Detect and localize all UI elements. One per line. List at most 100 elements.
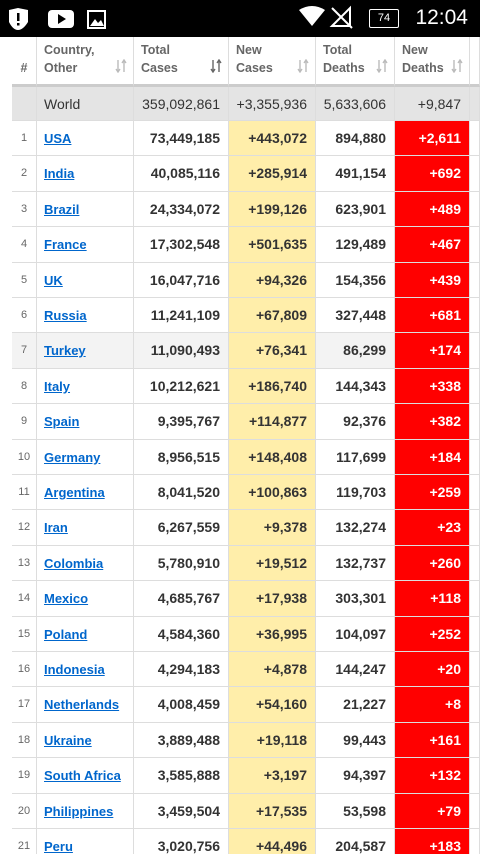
value-cell: 11,090,493: [134, 333, 229, 369]
value-cell: 73,449,185: [134, 121, 229, 157]
header-text: Country,: [44, 43, 95, 57]
signal-icons: [299, 5, 353, 29]
country-name[interactable]: USA: [37, 121, 134, 157]
value-cell: +36,995: [229, 616, 316, 652]
country-name[interactable]: Poland: [37, 616, 134, 652]
country-name[interactable]: Germany: [37, 439, 134, 475]
country-name[interactable]: Turkey: [37, 333, 134, 369]
column-header[interactable]: New Deaths: [395, 37, 470, 87]
value-cell: 119,703: [316, 475, 395, 511]
value-cell: +4,878: [229, 652, 316, 688]
country-name[interactable]: Indonesia: [37, 652, 134, 688]
header-text: #: [20, 61, 28, 75]
value-cell: 359,092,861: [134, 87, 229, 121]
value-cell: 86,299: [316, 333, 395, 369]
cut-off-cell: [470, 191, 480, 228]
value-cell: +3,197: [229, 758, 316, 794]
column-header[interactable]: Total Deaths: [316, 37, 395, 87]
cut-off-cell: [470, 333, 480, 369]
value-cell: 16,047,716: [134, 262, 229, 298]
cut-off-cell: [470, 227, 480, 263]
sort-icon[interactable]: [376, 59, 388, 73]
column-header[interactable]: New Cases: [229, 37, 316, 87]
value-cell: +692: [395, 156, 470, 192]
rank: 11: [12, 475, 37, 511]
country-name[interactable]: UK: [37, 262, 134, 298]
value-cell: 5,780,910: [134, 545, 229, 582]
value-cell: 3,585,888: [134, 758, 229, 794]
header-text: New: [402, 43, 428, 57]
value-cell: +285,914: [229, 156, 316, 192]
value-cell: +439: [395, 262, 470, 298]
country-name[interactable]: India: [37, 156, 134, 192]
value-cell: +186,740: [229, 368, 316, 405]
value-cell: 117,699: [316, 439, 395, 475]
header-text: Total: [141, 43, 170, 57]
country-name[interactable]: Argentina: [37, 475, 134, 511]
value-cell: +8: [395, 687, 470, 723]
header-text: New: [236, 43, 262, 57]
header-text: Deaths: [323, 61, 365, 75]
country-name[interactable]: South Africa: [37, 758, 134, 794]
value-cell: 53,598: [316, 793, 395, 829]
rank: 5: [12, 262, 37, 298]
value-cell: +19,118: [229, 722, 316, 759]
rank: 1: [12, 121, 37, 157]
country-name[interactable]: Peru: [37, 829, 134, 854]
country-name[interactable]: Mexico: [37, 581, 134, 617]
cut-off-column: [470, 37, 480, 87]
value-cell: +9,378: [229, 510, 316, 546]
value-cell: 6,267,559: [134, 510, 229, 546]
rank: 7: [12, 333, 37, 369]
status-icons: [9, 8, 106, 30]
country-name[interactable]: Russia: [37, 298, 134, 334]
value-cell: 894,880: [316, 121, 395, 157]
country-name[interactable]: Iran: [37, 510, 134, 546]
sort-icon[interactable]: [210, 59, 222, 73]
country-name: World: [37, 87, 134, 121]
sort-icon[interactable]: [451, 59, 463, 73]
country-name[interactable]: Spain: [37, 404, 134, 440]
value-cell: +252: [395, 616, 470, 652]
country-name[interactable]: Colombia: [37, 545, 134, 582]
value-cell: 4,685,767: [134, 581, 229, 617]
cut-off-cell: [470, 262, 480, 298]
country-name[interactable]: Philippines: [37, 793, 134, 829]
sort-icon[interactable]: [115, 59, 127, 73]
value-cell: +100,863: [229, 475, 316, 511]
clock: 12:04: [415, 6, 468, 29]
cut-off-cell: [470, 545, 480, 582]
value-cell: 327,448: [316, 298, 395, 334]
value-cell: +54,160: [229, 687, 316, 723]
country-name[interactable]: Italy: [37, 368, 134, 405]
country-name[interactable]: Brazil: [37, 191, 134, 228]
country-name[interactable]: Ukraine: [37, 722, 134, 759]
column-header[interactable]: Total Cases: [134, 37, 229, 87]
value-cell: +382: [395, 404, 470, 440]
value-cell: +2,611: [395, 121, 470, 157]
country-name[interactable]: Netherlands: [37, 687, 134, 723]
country-name[interactable]: France: [37, 227, 134, 263]
value-cell: 21,227: [316, 687, 395, 723]
cut-off-cell: [470, 581, 480, 617]
column-header[interactable]: Country, Other: [37, 37, 134, 87]
value-cell: +489: [395, 191, 470, 228]
value-cell: +79: [395, 793, 470, 829]
cut-off-cell: [470, 475, 480, 511]
value-cell: 144,343: [316, 368, 395, 405]
value-cell: 17,302,548: [134, 227, 229, 263]
value-cell: 491,154: [316, 156, 395, 192]
rank: 9: [12, 404, 37, 440]
rank: 6: [12, 298, 37, 334]
cut-off-cell: [470, 687, 480, 723]
cut-off-cell: [470, 793, 480, 829]
value-cell: +161: [395, 722, 470, 759]
rank: 20: [12, 793, 37, 829]
sort-icon[interactable]: [297, 59, 309, 73]
cut-off-cell: [470, 439, 480, 475]
value-cell: +17,535: [229, 793, 316, 829]
value-cell: 10,212,621: [134, 368, 229, 405]
cut-off-cell: [470, 510, 480, 546]
cut-off-cell: [470, 368, 480, 405]
rank: 3: [12, 191, 37, 228]
